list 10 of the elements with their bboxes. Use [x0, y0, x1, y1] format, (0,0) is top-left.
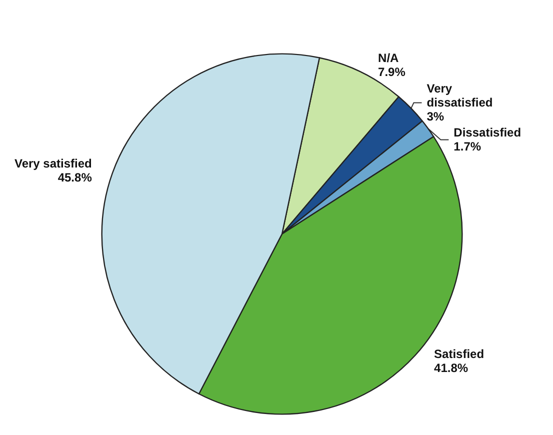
slice-label: Very satisfied: [14, 156, 92, 170]
data-label: 41.8%: [434, 360, 468, 375]
data-label: 3%: [426, 110, 444, 124]
slice-label: Dissatisfied: [454, 126, 522, 140]
slice-label: N/A: [378, 51, 400, 66]
data-label: 7.9%: [378, 65, 406, 80]
data-label: 45.8%: [58, 170, 92, 184]
slice-label: Very dissatisfied: [426, 82, 493, 110]
slice-label: Satisfied: [434, 346, 484, 361]
data-label: 1.7%: [454, 140, 482, 154]
